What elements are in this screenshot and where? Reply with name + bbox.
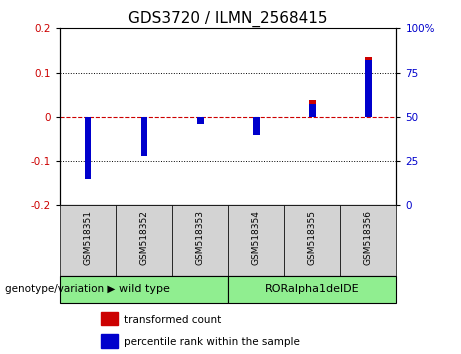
Bar	[60, 205, 116, 276]
Bar	[101, 312, 118, 325]
Text: GSM518356: GSM518356	[364, 210, 373, 265]
Text: GSM518352: GSM518352	[140, 210, 148, 265]
Bar	[172, 205, 228, 276]
Text: GSM518353: GSM518353	[195, 210, 205, 265]
Bar	[85, 117, 91, 175]
Bar	[60, 276, 228, 303]
Bar	[253, 117, 260, 119]
Bar	[309, 100, 316, 117]
Text: percentile rank within the sample: percentile rank within the sample	[124, 337, 301, 347]
Text: GSM518355: GSM518355	[308, 210, 317, 265]
Bar	[284, 205, 340, 276]
Bar	[116, 205, 172, 276]
Bar	[85, 117, 91, 179]
Bar	[197, 117, 203, 124]
Bar	[309, 104, 316, 117]
Bar	[228, 276, 396, 303]
Bar	[228, 205, 284, 276]
Bar	[141, 117, 148, 156]
Bar	[101, 335, 118, 348]
Bar	[365, 57, 372, 117]
Bar	[197, 117, 203, 124]
Text: RORalpha1delDE: RORalpha1delDE	[265, 284, 360, 295]
Text: wild type: wild type	[118, 284, 170, 295]
Text: genotype/variation ▶: genotype/variation ▶	[5, 284, 115, 295]
Text: transformed count: transformed count	[124, 315, 222, 325]
Title: GDS3720 / ILMN_2568415: GDS3720 / ILMN_2568415	[129, 11, 328, 27]
Bar	[141, 117, 148, 156]
Bar	[253, 117, 260, 135]
Text: GSM518351: GSM518351	[83, 210, 93, 265]
Bar	[340, 205, 396, 276]
Text: GSM518354: GSM518354	[252, 210, 261, 265]
Bar	[365, 60, 372, 117]
